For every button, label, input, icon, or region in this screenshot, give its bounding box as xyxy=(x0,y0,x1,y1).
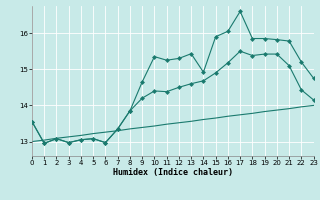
X-axis label: Humidex (Indice chaleur): Humidex (Indice chaleur) xyxy=(113,168,233,177)
